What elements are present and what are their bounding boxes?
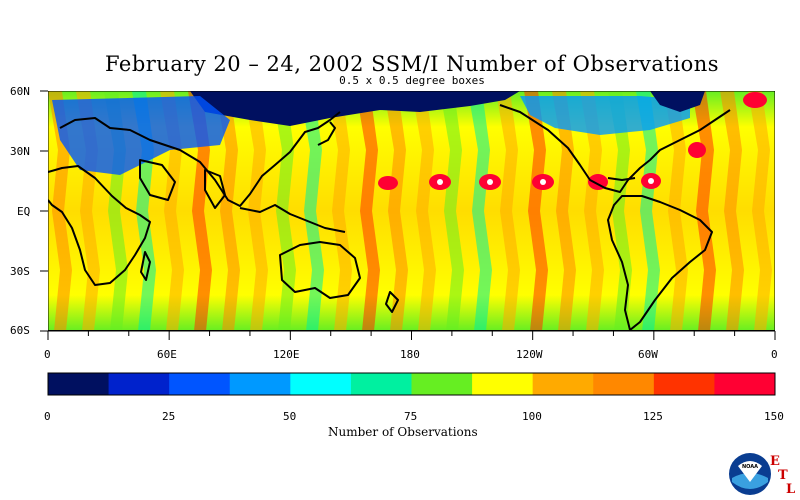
colorbar-label-75: 75 [404,410,417,423]
colorbar-cell [653,373,715,395]
colorbar-cell [532,373,594,395]
greenland-low-coverage [650,91,705,112]
colorbar-label-150: 150 [764,410,784,423]
latitude-axis: 60N 30N EQ 30S 60S [10,85,48,337]
etl-letter-t: T [778,468,788,483]
high-coverage-marks [437,178,654,185]
noaa-logo-text: NOAA [742,464,758,470]
coastlines [48,104,775,331]
lat-label-60s: 60S [10,324,30,337]
colorbar-cell [108,373,170,395]
etl-letter-e: E [770,454,780,469]
lon-label-60e: 60E [157,348,177,361]
longitude-axis: 0 60E 120E 180 120W 60W 0 [44,330,778,361]
colorbar-label-100: 100 [522,410,542,423]
colorbar-cell [593,373,655,395]
indonesia-outline [239,204,346,233]
colorbar-frame [47,372,776,396]
noaa-logo: NOAA [729,453,771,495]
noaa-logo-bird [738,461,762,482]
colorbar-cells [48,373,776,395]
swath-stripe [496,91,520,331]
colorbar-label-25: 25 [162,410,175,423]
swath-stripe [608,91,632,331]
swath-stripe [384,91,408,331]
swath-stripe [468,91,492,331]
colorbar: 0 25 50 75 100 125 150 Number of Observa… [44,372,784,439]
lon-label-180: 180 [400,348,420,361]
colorbar-cell [350,373,412,395]
canada-low-coverage [520,96,690,135]
swath-stripe [356,91,380,331]
lat-label-30n: 30N [10,145,30,158]
swath-stripe [328,91,352,331]
colorbar-label-0: 0 [44,410,51,423]
south-america-outline [607,195,713,331]
swath-stripe [440,91,464,331]
europe-asia-outline [59,111,341,207]
lat-label-60n: 60N [10,85,30,98]
lon-label-0-left: 0 [44,348,51,361]
swath-stripe [692,91,716,331]
page-subtitle: 0.5 x 0.5 degree boxes [339,74,485,87]
colorbar-title: Number of Observations [328,425,478,439]
swath-stripe [524,91,548,331]
colorbar-cell [411,373,473,395]
lon-label-60w: 60W [638,348,658,361]
lat-ticks [40,90,48,332]
arctic-low-coverage [190,91,520,126]
colorbar-cell [48,373,110,395]
lat-label-eq: EQ [17,205,30,218]
colorbar-cell [472,373,534,395]
page-title: February 20 – 24, 2002 SSM/I Number of O… [104,52,720,76]
australia-outline [279,241,361,299]
arabia-outline [139,159,176,201]
new-zealand-outline [385,291,399,313]
swath-stripe [720,91,744,331]
swath-stripe [748,91,772,331]
india-outline [204,169,226,209]
lon-label-120e: 120E [273,348,300,361]
japan-outline [317,121,336,146]
swath-stripe [580,91,604,331]
madagascar-outline [140,251,151,281]
lon-ticks [47,331,776,340]
swath-stripe [216,91,240,331]
lon-label-120w: 120W [516,348,543,361]
lon-label-0-right: 0 [771,348,778,361]
colorbar-cell [290,373,352,395]
lat-label-30s: 30S [10,265,30,278]
colorbar-cell [229,373,291,395]
caribbean-outline [607,177,636,181]
swath-stripe [188,91,212,331]
north-america-outline [499,104,731,193]
colorbar-cell [714,373,776,395]
swath-stripe [160,91,184,331]
swath-stripe [412,91,436,331]
africa-outline [48,165,151,286]
colorbar-label-50: 50 [283,410,296,423]
swath-stripe [300,91,324,331]
swath-stripe [664,91,688,331]
swath-stripe [636,91,660,331]
observation-map [48,91,775,331]
etl-letter-l: L [786,482,796,497]
colorbar-label-125: 125 [643,410,663,423]
colorbar-cell [169,373,231,395]
